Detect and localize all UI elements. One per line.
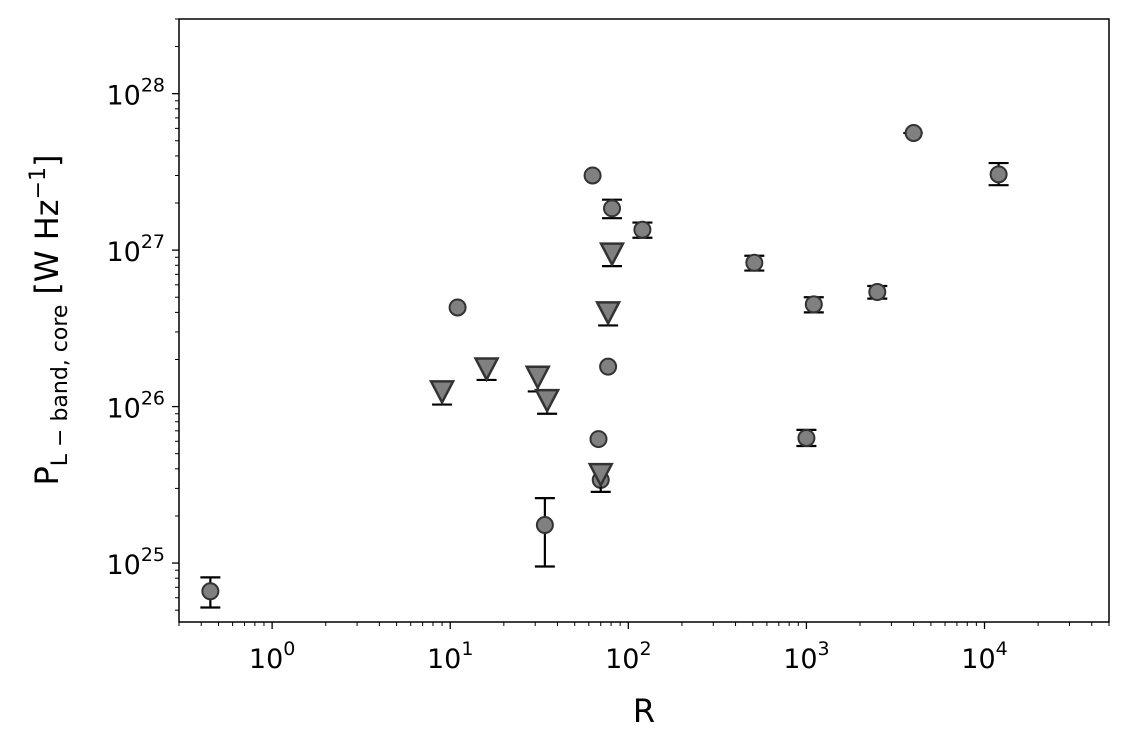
y-tick-label-exponent: 25 bbox=[141, 544, 165, 566]
x-axis-title: R bbox=[633, 692, 655, 730]
data-point-circle bbox=[589, 430, 608, 449]
y-tick-label-base: 10 bbox=[106, 394, 140, 425]
y-axis-title-subscript: L − band, core bbox=[48, 305, 73, 467]
y-tick-label: 1027 bbox=[106, 231, 165, 268]
x-tick-label-base: 10 bbox=[961, 644, 995, 675]
y-axis-title: PL − band, core [W Hz−1] bbox=[26, 154, 73, 485]
plot-frame bbox=[178, 18, 1110, 623]
x-tick-label-base: 10 bbox=[427, 644, 461, 675]
data-point-circle bbox=[448, 298, 467, 317]
x-tick-label-exponent: 2 bbox=[639, 638, 651, 660]
data-point-circle bbox=[583, 166, 602, 185]
data-point-circle bbox=[201, 582, 220, 601]
y-tick-label: 1025 bbox=[106, 544, 165, 581]
data-point-upper-limit bbox=[598, 242, 626, 268]
x-tick-label-exponent: 4 bbox=[996, 638, 1008, 660]
data-point-circle bbox=[633, 220, 652, 239]
axis-ticks bbox=[172, 18, 1110, 629]
data-point-circle bbox=[989, 165, 1008, 184]
x-tick-label-base: 10 bbox=[783, 644, 817, 675]
data-point-circle bbox=[745, 253, 764, 272]
x-tick-label: 103 bbox=[783, 638, 829, 675]
data-point-upper-limit bbox=[595, 301, 622, 327]
y-tick-label-base: 10 bbox=[106, 237, 140, 268]
data-point-upper-limit bbox=[429, 380, 456, 406]
data-point-circle bbox=[804, 295, 823, 314]
y-axis-title-main: P bbox=[28, 466, 66, 485]
y-tick-label: 1026 bbox=[106, 388, 165, 425]
data-point-circle bbox=[797, 428, 816, 447]
x-tick-label-base: 10 bbox=[249, 644, 283, 675]
x-tick-label-exponent: 3 bbox=[818, 638, 830, 660]
y-axis-title-unit-close: ] bbox=[28, 154, 66, 166]
data-point-circle bbox=[599, 357, 618, 376]
x-tick-label: 101 bbox=[427, 638, 473, 675]
data-point-circle bbox=[535, 516, 554, 535]
y-tick-label-base: 10 bbox=[106, 81, 140, 112]
y-tick-label-exponent: 27 bbox=[141, 231, 165, 253]
data-point-upper-limit bbox=[587, 462, 614, 488]
y-axis-title-unit: [W Hz bbox=[28, 199, 66, 294]
y-tick-label-exponent: 26 bbox=[141, 388, 165, 410]
x-tick-label: 100 bbox=[249, 638, 295, 675]
data-point-upper-limit bbox=[524, 365, 551, 391]
x-tick-label-exponent: 1 bbox=[461, 638, 473, 660]
data-point-circle bbox=[603, 199, 622, 218]
data-point-circle bbox=[904, 124, 923, 143]
data-point-upper-limit bbox=[473, 357, 500, 383]
data-point-circle bbox=[868, 282, 887, 301]
data-markers bbox=[200, 124, 1009, 609]
x-tick-label-base: 10 bbox=[605, 644, 639, 675]
y-tick-label-base: 10 bbox=[106, 550, 140, 581]
x-tick-label-exponent: 0 bbox=[283, 638, 295, 660]
y-tick-label: 1028 bbox=[106, 75, 165, 112]
x-tick-label: 102 bbox=[605, 638, 651, 675]
y-tick-label-exponent: 28 bbox=[141, 75, 165, 97]
x-tick-label: 104 bbox=[961, 638, 1007, 675]
data-point-upper-limit bbox=[534, 388, 561, 414]
y-axis-title-unit-exponent: −1 bbox=[26, 167, 51, 199]
